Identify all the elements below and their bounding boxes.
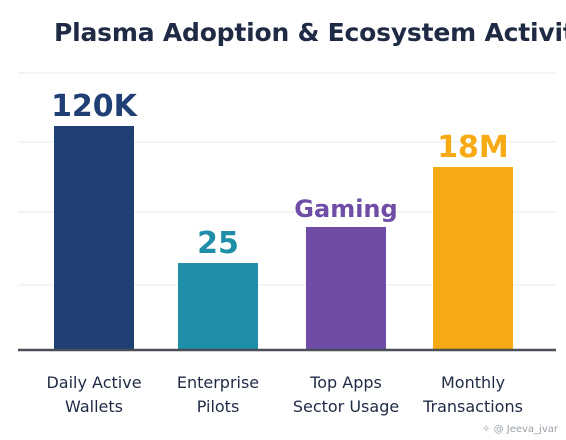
category-label-4-line-2: Transactions	[422, 397, 523, 416]
category-label-1-line-1: Daily Active	[46, 373, 141, 392]
bar-3	[306, 227, 386, 350]
category-label-1-line-2: Wallets	[65, 397, 123, 416]
category-label-2-line-1: Enterprise	[177, 373, 259, 392]
chart-title: Plasma Adoption & Ecosystem Activity	[54, 18, 566, 47]
value-label-3: Gaming	[294, 195, 397, 223]
value-label-4: 18M	[437, 130, 509, 165]
category-label-3-line-2: Sector Usage	[293, 397, 399, 416]
watermark: ✧ @ Jeeva_jvar	[482, 424, 558, 435]
watermark-text: Jeeva_jvar	[506, 424, 558, 435]
bar-1	[54, 126, 134, 350]
bar-4	[433, 167, 513, 350]
bar-2	[178, 263, 258, 350]
sparkle-icon: ✧	[481, 424, 491, 435]
value-label-1: 120K	[51, 89, 139, 124]
category-label-3-line-1: Top Apps	[309, 373, 382, 392]
category-label-2-line-2: Pilots	[197, 397, 240, 416]
category-label-4-line-1: Monthly	[441, 373, 505, 392]
value-label-2: 25	[197, 226, 239, 261]
at-icon: @	[493, 424, 504, 435]
